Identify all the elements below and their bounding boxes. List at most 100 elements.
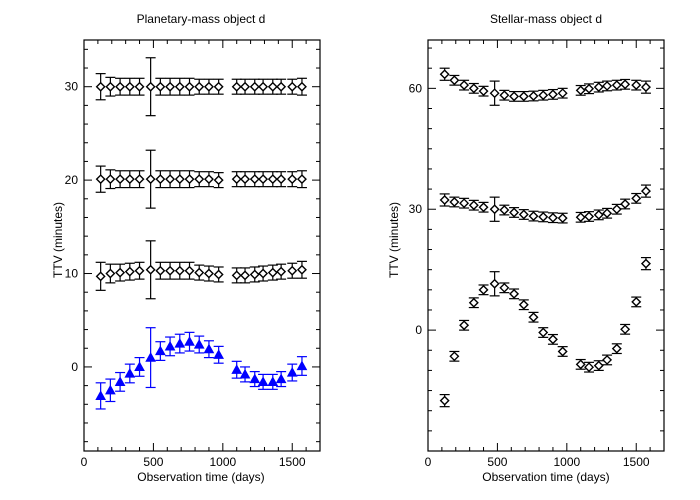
diamond-marker: [611, 80, 622, 91]
triangle-marker: [257, 376, 269, 386]
stellar-axes: 0 500 1000 1500 0 30 60: [409, 40, 664, 469]
planetary-point-s0-15: [249, 371, 261, 388]
diamond-marker: [203, 81, 214, 92]
stellar-point-s2-1: [449, 74, 460, 86]
diamond-marker: [124, 266, 135, 277]
stellar-point-s1-6: [499, 204, 510, 216]
diamond-marker: [547, 334, 558, 345]
x-tick-label: 1500: [279, 455, 306, 469]
stellar-point-s2-7: [509, 90, 520, 102]
planetary-point-s2-8: [174, 170, 185, 189]
planetary-point-s2-18: [276, 171, 287, 188]
diamond-marker: [547, 212, 558, 223]
planetary-point-s0-13: [231, 360, 243, 379]
stellar-point-s1-9: [528, 210, 539, 222]
diamond-marker: [165, 174, 176, 185]
triangle-marker: [134, 361, 145, 372]
planetary-point-s3-20: [296, 77, 307, 96]
planetary-point-s2-5: [145, 149, 156, 209]
planetary-point-s0-20: [296, 356, 308, 376]
y-tick-label: 10: [65, 267, 79, 281]
stellar-point-s2-5: [489, 80, 500, 106]
planetary-plot-frame: [83, 39, 321, 452]
diamond-marker: [115, 81, 126, 92]
planetary-y-axis-label: TTV (minutes): [51, 202, 65, 278]
diamond-marker: [593, 209, 604, 220]
stellar-x-axis-label: Observation time (days): [482, 470, 609, 484]
diamond-marker: [213, 81, 224, 92]
stellar-point-s1-19: [631, 192, 642, 204]
diamond-marker: [249, 269, 260, 280]
diamond-marker: [287, 265, 298, 276]
diamond-marker: [640, 82, 651, 93]
planetary-point-s3-0: [95, 73, 106, 101]
diamond-marker: [174, 265, 185, 276]
y-tick-label: 0: [71, 360, 78, 374]
diamond-marker: [240, 174, 251, 185]
stellar-point-s2-16: [602, 80, 613, 92]
stellar-point-s1-16: [602, 207, 613, 219]
planetary-point-s0-16: [257, 373, 269, 390]
planetary-point-s1-11: [203, 265, 214, 282]
diamond-marker: [518, 299, 529, 310]
planetary-point-s2-0: [95, 165, 106, 193]
diamond-marker: [276, 81, 287, 92]
stellar-point-s2-13: [575, 84, 586, 96]
stellar-point-s2-17: [611, 79, 622, 91]
diamond-marker: [631, 296, 642, 307]
planetary-x-axis-label: Observation time (days): [137, 470, 264, 484]
planetary-point-s3-19: [287, 78, 298, 95]
stellar-point-s1-20: [640, 184, 651, 198]
diamond-marker: [267, 174, 278, 185]
stellar-point-s0-5: [489, 271, 500, 297]
stellar-y-axis-label: TTV (minutes): [387, 202, 401, 278]
planetary-data-points: [95, 57, 308, 410]
stellar-point-s2-14: [584, 83, 595, 95]
stellar-point-s0-20: [640, 256, 651, 271]
planetary-point-s1-16: [258, 265, 269, 282]
planetary-point-s0-10: [193, 335, 205, 354]
diamond-marker: [174, 174, 185, 185]
planetary-point-s2-16: [258, 171, 269, 188]
diamond-marker: [575, 85, 586, 96]
planetary-point-s0-9: [184, 331, 195, 352]
stellar-point-s0-18: [620, 323, 631, 335]
diamond-marker: [478, 202, 489, 213]
diamond-marker: [631, 80, 642, 91]
stellar-point-s0-14: [584, 361, 595, 373]
diamond-marker: [134, 265, 145, 276]
diamond-marker: [194, 267, 205, 278]
diamond-marker: [478, 284, 489, 295]
stellar-point-s2-9: [528, 90, 539, 102]
diamond-marker: [459, 80, 470, 91]
stellar-point-s0-2: [459, 319, 470, 331]
planetary-point-s2-13: [231, 171, 242, 188]
planetary-point-s2-3: [124, 170, 135, 189]
planetary-point-s1-19: [287, 262, 298, 279]
y-tick-label: 30: [65, 80, 79, 94]
triangle-marker: [95, 390, 107, 400]
diamond-marker: [95, 271, 106, 282]
diamond-marker: [155, 174, 166, 185]
planetary-point-s0-19: [286, 363, 298, 382]
diamond-marker: [276, 266, 287, 277]
stellar-point-s2-3: [468, 82, 479, 94]
planetary-point-s3-8: [174, 77, 185, 96]
planetary-point-s2-19: [287, 171, 298, 188]
diamond-marker: [194, 81, 205, 92]
stellar-plot-frame: [427, 39, 665, 452]
diamond-marker: [213, 269, 224, 280]
planetary-point-s1-17: [267, 264, 278, 281]
stellar-point-s1-11: [547, 212, 558, 224]
diamond-marker: [528, 91, 539, 101]
diamond-marker: [575, 212, 586, 223]
diamond-marker: [538, 327, 549, 338]
stellar-point-s1-5: [489, 196, 500, 222]
diamond-marker: [165, 81, 176, 92]
planetary-point-s1-9: [184, 261, 195, 280]
planetary-point-s3-6: [155, 77, 166, 96]
diamond-marker: [449, 196, 460, 207]
diamond-marker: [439, 194, 450, 205]
planetary-point-s1-8: [174, 261, 185, 280]
